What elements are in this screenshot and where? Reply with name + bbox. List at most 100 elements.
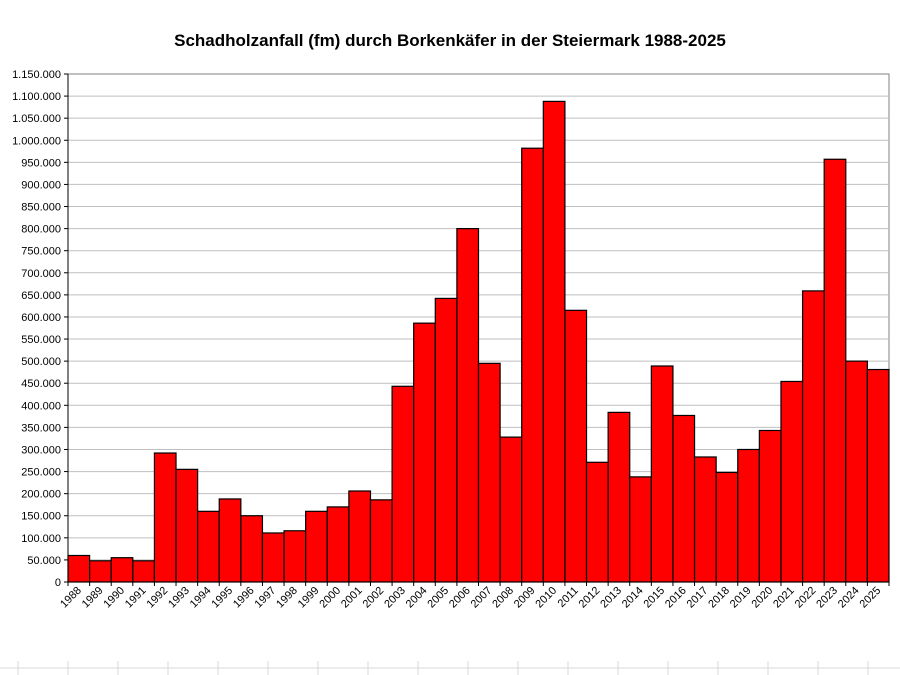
bar-1997 (261, 532, 285, 583)
x-tick-label: 1998 (274, 585, 300, 611)
y-tick-label: 0 (55, 577, 61, 589)
bar-2006 (456, 228, 480, 583)
y-axis-tick-labels: 0 50.000 100.000 150.000 200.000 250.000 300.0… (12, 69, 61, 589)
y-tick-label: 950.000 (21, 157, 61, 169)
y-tick-label: 750.000 (21, 246, 61, 258)
y-tick-label: 100.000 (21, 533, 61, 545)
y-tick-label: 900.000 (21, 179, 61, 191)
x-tick-label: 2022 (793, 585, 819, 611)
bar-2003 (391, 385, 415, 583)
y-tick-label: 1.100.000 (12, 91, 61, 103)
x-tick-label: 2014 (620, 585, 646, 611)
x-tick-label: 1989 (80, 585, 106, 611)
bar-1995 (218, 498, 242, 583)
x-tick-label: 2021 (771, 585, 797, 611)
y-tick-label: 50.000 (27, 555, 61, 567)
bar-1996 (240, 515, 264, 583)
x-tick-label: 1993 (166, 585, 192, 611)
bar-2005 (434, 297, 458, 583)
bar-2025 (866, 368, 890, 583)
x-tick-label: 2009 (512, 585, 538, 611)
x-tick-label: 2011 (556, 585, 581, 610)
x-tick-label: 1988 (58, 585, 84, 611)
x-tick-label: 2010 (533, 585, 559, 611)
y-tick-label: 850.000 (21, 202, 61, 214)
y-tick-label: 700.000 (21, 268, 61, 280)
y-tick-label: 1.000.000 (12, 135, 61, 147)
x-tick-label: 2017 (685, 585, 711, 611)
bar-2014 (629, 476, 652, 583)
bar-2015 (650, 365, 674, 583)
axes (64, 73, 890, 586)
x-tick-label: 2006 (447, 585, 473, 611)
x-tick-label: 1992 (145, 585, 171, 611)
bar-1989 (89, 560, 112, 583)
y-tick-label: 600.000 (21, 312, 61, 324)
bar-2023 (823, 158, 847, 583)
x-tick-label: 2001 (339, 585, 365, 611)
bar-2009 (521, 147, 544, 583)
x-tick-label: 2005 (425, 585, 451, 611)
bar-2004 (413, 322, 436, 583)
x-tick-label: 1995 (209, 585, 235, 611)
bar-2021 (780, 380, 804, 583)
bar-1991 (132, 560, 156, 583)
x-tick-label: 1991 (123, 585, 149, 611)
y-tick-label: 550.000 (21, 334, 61, 346)
x-tick-label: 2025 (858, 585, 884, 611)
x-tick-label: 2002 (361, 585, 387, 611)
sheet-bottom-border (0, 661, 900, 675)
y-tick-label: 450.000 (21, 378, 61, 390)
bar-2022 (801, 290, 825, 583)
x-tick-label: 2007 (469, 585, 495, 611)
x-tick-label: 2015 (641, 585, 667, 611)
bar-2018 (715, 471, 739, 583)
y-tick-label: 250.000 (21, 467, 61, 479)
bar-2010 (542, 100, 566, 583)
y-tick-label: 350.000 (21, 422, 61, 434)
x-tick-label: 2019 (728, 585, 754, 611)
x-tick-label: 2020 (749, 585, 775, 611)
x-tick-label: 2000 (317, 585, 343, 611)
x-axis-tick-labels: 1988198919901991199219931994199519961997… (58, 585, 883, 611)
x-tick-label: 2003 (382, 585, 408, 611)
bar-2019 (737, 448, 760, 583)
x-tick-label: 2023 (814, 585, 840, 611)
x-tick-label: 1996 (231, 585, 257, 611)
y-tick-label: 400.000 (21, 400, 61, 412)
bar-2007 (477, 362, 501, 583)
x-tick-label: 2024 (836, 585, 862, 611)
bar-1988 (67, 554, 91, 583)
bar-2000 (326, 506, 350, 583)
bar-1990 (110, 557, 134, 583)
y-tick-label: 200.000 (21, 489, 61, 501)
bar-2020 (758, 429, 782, 583)
bars (67, 100, 890, 583)
x-tick-label: 2004 (404, 585, 430, 611)
y-tick-label: 650.000 (21, 290, 61, 302)
bar-2017 (693, 456, 717, 583)
bar-2016 (672, 414, 696, 583)
bar-2012 (585, 461, 609, 583)
bar-2011 (564, 309, 588, 583)
bar-2008 (499, 436, 523, 583)
x-tick-label: 1997 (253, 585, 279, 611)
x-tick-label: 2008 (490, 585, 516, 611)
bar-1992 (153, 452, 177, 583)
bar-2024 (845, 360, 868, 583)
bar-2013 (607, 411, 631, 583)
x-tick-label: 1994 (188, 585, 214, 611)
bar-2001 (348, 490, 372, 583)
bar-2002 (369, 499, 393, 583)
x-tick-label: 1990 (101, 585, 127, 611)
bar-1994 (197, 510, 220, 583)
y-tick-label: 150.000 (21, 511, 61, 523)
y-tick-label: 1.050.000 (12, 113, 61, 125)
x-tick-label: 2018 (706, 585, 732, 611)
x-tick-label: 2012 (577, 585, 603, 611)
y-tick-label: 800.000 (21, 224, 61, 236)
x-tick-label: 2013 (598, 585, 624, 611)
x-tick-label: 2016 (663, 585, 689, 611)
x-tick-label: 1999 (296, 585, 322, 611)
